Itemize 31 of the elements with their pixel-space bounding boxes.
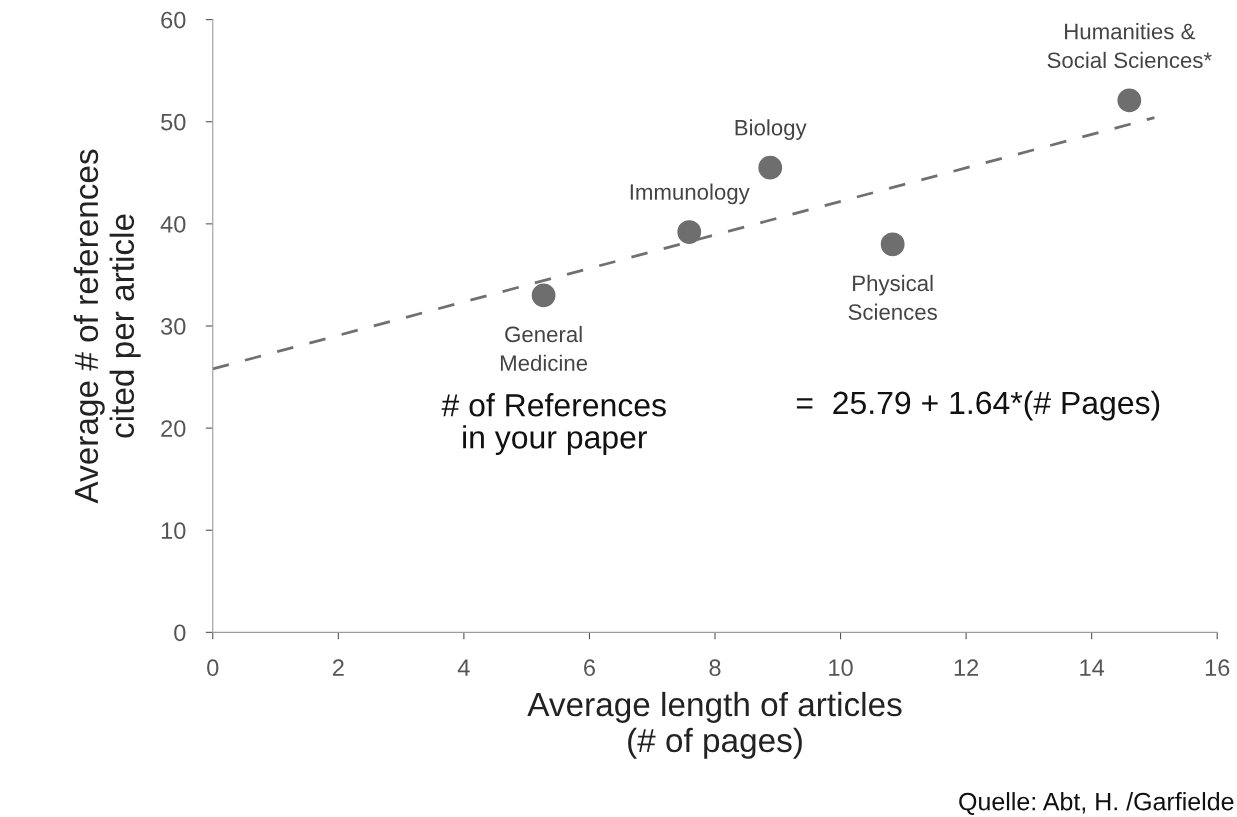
x-tick-label: 2: [332, 659, 344, 676]
x-tick-label: 0: [207, 659, 219, 677]
point: [1117, 88, 1142, 113]
y-tick-label: 30: [161, 318, 186, 335]
x-tick-label: 16: [1205, 659, 1230, 677]
point: [677, 220, 702, 244]
y-tick-label: 60: [161, 11, 186, 29]
annotation: Biology: [735, 119, 807, 140]
annotation: Humanities & Social Sciences*: [1047, 23, 1212, 69]
x-tick-label: 6: [584, 659, 595, 677]
x-tick-label: 4: [457, 659, 470, 676]
y-tick-label: 40: [160, 215, 186, 233]
y-tick-label: 10: [161, 522, 186, 540]
y-tick-label: 20: [161, 420, 186, 437]
point: [880, 232, 905, 257]
y-tick-label: 0: [174, 624, 186, 642]
point: [531, 283, 556, 308]
annotation: Immunology: [630, 183, 750, 205]
x-tick-label: 10: [829, 659, 853, 677]
annotation: Physical Sciences: [848, 274, 937, 320]
y-axis-title: Average # of references cited per article: [73, 149, 141, 504]
x-axis-title: Average length of articles (# of pages): [527, 691, 902, 759]
x-tick-label: 14: [1080, 659, 1105, 676]
annotation: General Medicine: [500, 325, 588, 371]
y-tick-label: 50: [161, 113, 186, 131]
x-tick-label: 12: [954, 659, 979, 676]
point: [758, 155, 783, 180]
annotation: = 25.79 + 1.64*(# Pages): [796, 390, 1160, 421]
source-note: Quelle: Abt, H. /Garfielde: [959, 792, 1234, 815]
x-tick-label: 8: [709, 659, 721, 677]
annotation: # of References in your paper: [441, 393, 666, 455]
